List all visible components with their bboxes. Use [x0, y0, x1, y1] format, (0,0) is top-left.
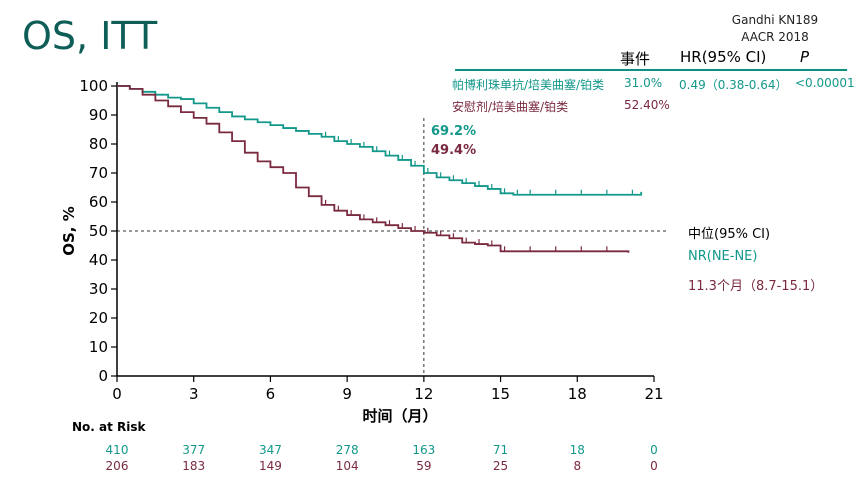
risk-count-arm2: 149 — [258, 459, 282, 473]
header-events: 事件 — [620, 50, 651, 68]
y-tick-label: 90 — [89, 106, 108, 124]
source-line-2: AACR 2018 — [741, 30, 809, 44]
y-tick-label: 60 — [89, 193, 108, 211]
risk-count-arm1: 278 — [335, 443, 359, 457]
risk-count-arm1: 71 — [492, 443, 509, 457]
header-divider — [455, 69, 847, 71]
y-tick-label: 20 — [89, 309, 108, 327]
x-tick-label: 15 — [491, 385, 510, 403]
y-tick-label: 0 — [98, 367, 108, 385]
risk-count-arm1: 18 — [569, 443, 585, 457]
y-axis-title: OS, % — [60, 206, 78, 256]
slide-title: OS, ITT — [22, 14, 158, 58]
y-tick-label: 100 — [79, 77, 108, 95]
median-title: 中位(95% CI) — [688, 227, 771, 242]
header-p: P — [800, 48, 810, 66]
risk-count-arm2: 8 — [573, 459, 582, 473]
risk-count-arm1: 347 — [258, 443, 282, 457]
risk-table-title: No. at Risk — [72, 420, 146, 434]
x-tick-label: 3 — [189, 385, 199, 403]
risk-count-arm2: 25 — [492, 459, 509, 473]
risk-count-arm1: 163 — [412, 443, 436, 457]
median-arm2: 11.3个月（8.7-15.1） — [688, 279, 824, 294]
x-tick-label: 0 — [112, 385, 122, 403]
x-tick-label: 18 — [568, 385, 587, 403]
y-tick-label: 10 — [89, 338, 108, 356]
risk-count-arm2: 183 — [182, 459, 206, 473]
risk-count-arm2: 0 — [650, 459, 658, 473]
risk-count-arm1: 377 — [182, 443, 206, 457]
median-arm1: NR(NE-NE) — [688, 249, 758, 264]
arm1-events: 31.0% — [624, 76, 663, 90]
y-tick-label: 80 — [89, 135, 108, 153]
km-curve-arm1 — [117, 85, 643, 196]
risk-count-arm1: 0 — [650, 443, 658, 457]
x-tick-label: 12 — [414, 385, 433, 403]
landmark-arm2-value: 49.4% — [431, 143, 476, 158]
x-tick-label: 9 — [342, 385, 352, 403]
km-curve-arm2 — [117, 85, 630, 253]
x-tick-label: 21 — [644, 385, 663, 403]
arm2-events: 52.40% — [624, 98, 670, 112]
source-line-1: Gandhi KN189 — [731, 13, 819, 27]
arm1-label: 帕博利珠单抗/培美曲塞/铂类 — [452, 78, 605, 92]
x-axis-title: 时间（月） — [362, 407, 437, 425]
y-tick-label: 30 — [89, 280, 108, 298]
arm1-p-value: <0.00001 — [795, 76, 855, 90]
x-tick-label: 6 — [266, 385, 276, 403]
y-tick-label: 70 — [89, 164, 108, 182]
risk-count-arm2: 104 — [335, 459, 359, 473]
header-hr: HR(95% CI) — [680, 48, 767, 66]
risk-count-arm1: 410 — [105, 443, 129, 457]
y-tick-label: 40 — [89, 251, 108, 269]
arm1-hr: 0.49（0.38-0.64） — [679, 78, 788, 92]
landmark-arm1-value: 69.2% — [431, 124, 476, 139]
risk-count-arm2: 59 — [416, 459, 432, 473]
risk-count-arm2: 206 — [105, 459, 129, 473]
arm2-label: 安慰剂/培美曲塞/铂类 — [452, 100, 569, 114]
y-tick-label: 50 — [89, 222, 108, 240]
